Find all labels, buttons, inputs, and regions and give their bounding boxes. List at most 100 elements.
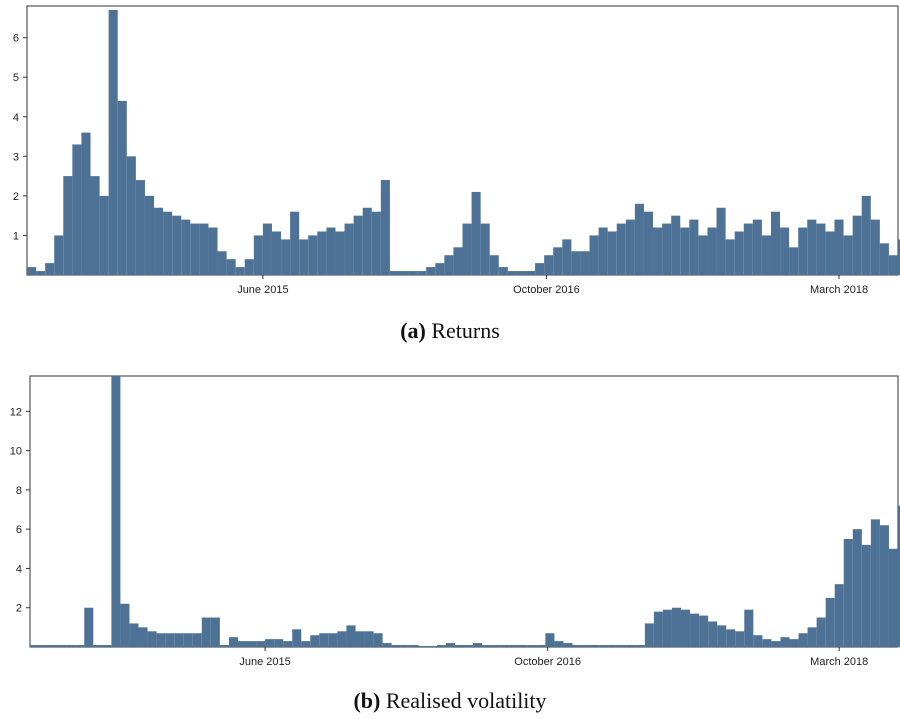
data-bar (436, 645, 446, 647)
data-bar (301, 641, 311, 647)
data-bar (247, 641, 257, 647)
data-bar (36, 271, 46, 275)
data-bar (545, 633, 555, 647)
data-bar (879, 243, 889, 275)
data-bar (589, 235, 599, 275)
data-bar (471, 191, 481, 275)
data-bar (544, 255, 554, 275)
data-bar (165, 633, 175, 647)
data-bar (879, 525, 889, 647)
volatility-panel: 2 4 6 8 10 12 June 2015 October 2016 March 2018 … (0, 368, 900, 719)
data-bar (199, 223, 209, 275)
data-bar (382, 643, 392, 647)
data-bar (870, 519, 880, 647)
data-bar (689, 219, 699, 275)
data-bar (834, 219, 844, 275)
data-bar (154, 207, 164, 275)
data-bar (761, 235, 771, 275)
data-bar (290, 211, 300, 275)
data-bar (117, 100, 127, 275)
data-bar (798, 633, 808, 647)
data-bar (274, 639, 284, 647)
y-tick-label: 8 (16, 485, 22, 497)
data-bar (454, 645, 464, 647)
data-bar (617, 645, 627, 647)
data-bar (72, 144, 82, 275)
data-bar (417, 271, 427, 275)
data-bar (126, 156, 136, 275)
data-bar (789, 247, 799, 275)
data-bar (271, 231, 282, 275)
data-bar (265, 639, 275, 647)
data-bar (507, 271, 517, 275)
data-bar (834, 584, 844, 647)
data-bar (81, 132, 91, 275)
data-bar (898, 239, 900, 275)
data-bar (625, 219, 635, 275)
data-bar (335, 231, 345, 275)
data-bar (355, 631, 365, 647)
data-bar (147, 631, 157, 647)
data-bar (418, 646, 428, 647)
data-bar (292, 629, 302, 647)
data-bar (581, 645, 591, 647)
data-bar (852, 215, 862, 275)
x-tick-label: June 2015 (239, 656, 290, 668)
returns-panel: 1 2 3 4 5 6 June 2015 October 2016 March 2018 (a… (13, 5, 900, 343)
data-bar (244, 259, 254, 275)
data-bar (699, 615, 709, 647)
data-bar (373, 633, 383, 647)
data-bar (362, 207, 372, 275)
data-bar (563, 643, 573, 647)
data-bar (389, 271, 399, 275)
data-bar (698, 235, 708, 275)
y-tick-label: 5 (13, 72, 19, 84)
data-bar (734, 231, 744, 275)
data-bar (516, 271, 527, 275)
data-bar (138, 627, 148, 647)
data-bar (308, 235, 318, 275)
data-bar (181, 219, 191, 275)
data-bar (518, 645, 528, 647)
data-bar (717, 625, 727, 647)
data-bar (607, 231, 617, 275)
data-bar (54, 235, 64, 275)
data-bar (626, 645, 636, 647)
data-bar (464, 645, 474, 647)
data-bar (554, 641, 564, 647)
data-bar (217, 251, 227, 275)
data-bar (310, 635, 320, 647)
data-bar (888, 548, 898, 647)
volatility-caption: (b) Realised volatility (0, 688, 900, 714)
data-bar (861, 544, 871, 647)
data-bar (762, 639, 772, 647)
data-bar (898, 505, 900, 647)
y-tick-label: 3 (13, 151, 19, 163)
data-bar (102, 645, 112, 647)
data-bar (888, 255, 898, 275)
data-bar (616, 223, 626, 275)
data-bar (598, 227, 608, 275)
data-bar (30, 645, 40, 647)
data-bar (219, 645, 229, 647)
y-tick-label: 12 (10, 406, 22, 418)
data-bar (400, 645, 410, 647)
data-bar (536, 645, 546, 647)
data-bar (690, 613, 700, 647)
data-bar (707, 227, 717, 275)
data-bar (39, 645, 49, 647)
data-bar (391, 645, 401, 647)
data-bar (798, 227, 808, 275)
data-bar (653, 611, 663, 647)
data-bar (45, 263, 55, 275)
x-tick-label: March 2018 (810, 656, 868, 668)
data-bar (299, 239, 309, 275)
data-bar (671, 607, 681, 647)
data-bar (752, 219, 762, 275)
data-bar (111, 376, 121, 647)
data-bar (75, 645, 85, 647)
data-bar (427, 646, 437, 647)
data-bar (489, 255, 499, 275)
data-bar (66, 645, 76, 647)
data-bar (681, 609, 691, 647)
